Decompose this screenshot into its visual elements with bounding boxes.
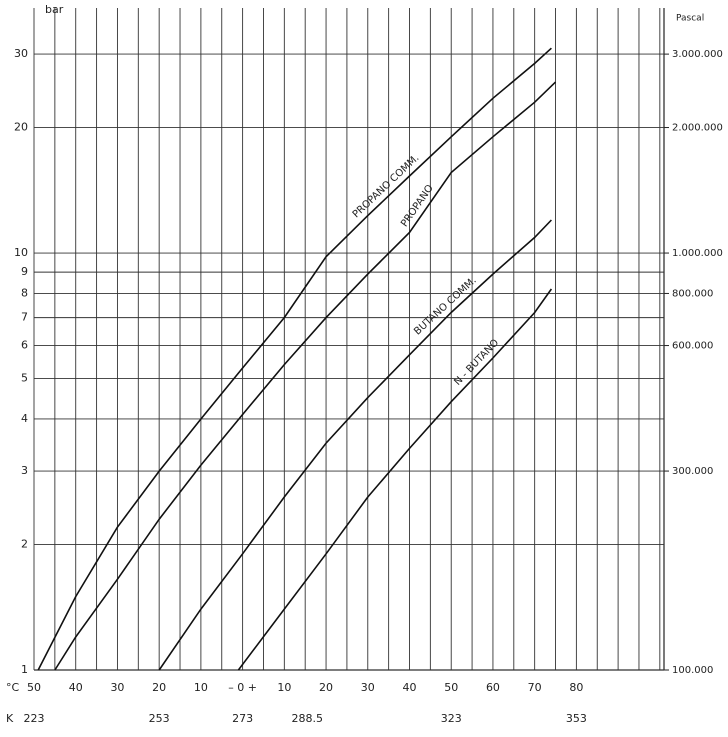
x2-tick-label: 223 bbox=[24, 712, 45, 725]
y-tick-label: 7 bbox=[21, 311, 28, 324]
x-tick-label: 60 bbox=[486, 681, 500, 694]
line-series bbox=[54, 81, 557, 671]
series-label: BUTANO COMM. bbox=[412, 275, 478, 337]
x-tick-label: 20 bbox=[152, 681, 166, 694]
y-tick-label: 1 bbox=[21, 663, 28, 676]
x-axis-label: °C bbox=[6, 681, 20, 694]
series-label: N - BUTANO bbox=[452, 337, 501, 387]
x2-tick-label: 253 bbox=[149, 712, 170, 725]
y-tick-label: 4 bbox=[21, 412, 28, 425]
x2-tick-label: 273 bbox=[232, 712, 253, 725]
line-series bbox=[37, 47, 552, 671]
x2-tick-label: 353 bbox=[566, 712, 587, 725]
y-tick-label: 8 bbox=[21, 286, 28, 299]
y-tick-label: 10 bbox=[14, 246, 28, 259]
y2-tick-label: 3.000.000 bbox=[672, 49, 723, 60]
x-tick-label: 30 bbox=[110, 681, 124, 694]
y-tick-label: 30 bbox=[14, 47, 28, 60]
line-series bbox=[158, 219, 552, 671]
y-tick-label: 9 bbox=[21, 265, 28, 278]
x-tick-label: 50 bbox=[444, 681, 458, 694]
x2-tick-label: 288.5 bbox=[292, 712, 324, 725]
line-series bbox=[237, 288, 553, 671]
y2-tick-label: 1.000.000 bbox=[672, 248, 723, 259]
x-tick-label: 70 bbox=[528, 681, 542, 694]
y-axis-label: bar bbox=[45, 3, 64, 16]
x-tick-label: 50 bbox=[27, 681, 41, 694]
y2-tick-label: 600.000 bbox=[672, 341, 713, 352]
x-tick-label: 10 bbox=[194, 681, 208, 694]
y-tick-label: 20 bbox=[14, 121, 28, 134]
x-tick-label: – 0 + bbox=[228, 681, 257, 694]
x-tick-label: 40 bbox=[402, 681, 416, 694]
x-tick-label: 40 bbox=[69, 681, 83, 694]
y-tick-label: 3 bbox=[21, 464, 28, 477]
x-tick-label: 80 bbox=[569, 681, 583, 694]
x-tick-label: 10 bbox=[277, 681, 291, 694]
y2-tick-label: 800.000 bbox=[672, 288, 713, 299]
y2-axis-label: Pascal bbox=[676, 14, 704, 24]
x2-tick-label: 323 bbox=[441, 712, 462, 725]
y-tick-label: 2 bbox=[21, 537, 28, 550]
y2-tick-label: 300.000 bbox=[672, 466, 713, 477]
x-tick-label: 20 bbox=[319, 681, 333, 694]
y2-tick-label: 100.000 bbox=[672, 665, 713, 676]
y-tick-label: 5 bbox=[21, 372, 28, 385]
y-tick-label: 6 bbox=[21, 339, 28, 352]
x2-axis-label: K bbox=[6, 712, 14, 725]
x-tick-label: 30 bbox=[361, 681, 375, 694]
y2-tick-label: 2.000.000 bbox=[672, 123, 723, 134]
